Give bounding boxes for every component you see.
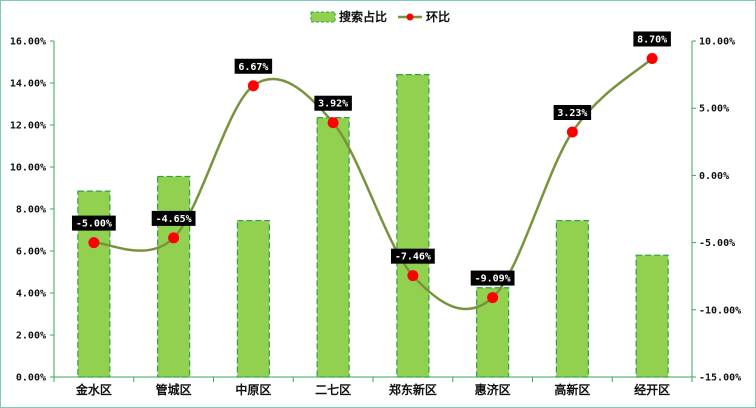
left-tick-label: 4.00%	[16, 289, 46, 300]
left-axis: 0.00% 2.00% 4.00% 6.00% 8.00% 10.00% 12.00% 14.…	[10, 37, 55, 384]
right-axis: -15.00% -10.00% -5.00% 0.00% 5.00% 10.00%	[691, 37, 741, 384]
legend: 搜索占比 环比	[310, 9, 450, 24]
legend-label-bar: 搜索占比	[339, 9, 387, 24]
data-labels: -5.00% -4.65% 6.67% 3.92% -7.46% -9.09% 3.23% 8…	[71, 31, 671, 286]
line-point	[407, 270, 419, 282]
right-tick-label: 10.00%	[699, 37, 735, 48]
legend-marker-swatch	[406, 13, 414, 21]
bar	[396, 73, 430, 378]
data-label: -9.09%	[475, 274, 511, 285]
x-tick-label: 二七区	[315, 383, 351, 397]
line-point	[247, 80, 259, 92]
x-tick-label: 郑东新区	[389, 382, 437, 397]
data-label: -5.00%	[76, 219, 112, 230]
x-tick-label: 惠济区	[475, 382, 511, 397]
right-tick-label: -15.00%	[699, 373, 741, 384]
data-label: 8.70%	[637, 34, 667, 45]
right-tick-label: -5.00%	[699, 238, 735, 249]
right-tick-label: -10.00%	[699, 305, 741, 316]
left-tick-label: 12.00%	[10, 121, 46, 132]
data-label-box	[633, 31, 671, 47]
left-tick-label: 6.00%	[16, 247, 46, 258]
right-tick-label: 5.00%	[699, 104, 729, 115]
data-label: 3.23%	[557, 108, 587, 119]
left-tick-label: 8.00%	[16, 205, 46, 216]
line-point	[327, 117, 339, 129]
x-tick-label: 高新区	[554, 382, 590, 397]
x-tick-label: 经开区	[634, 382, 670, 397]
right-tick-label: 0.00%	[699, 171, 729, 182]
left-tick-label: 16.00%	[10, 37, 46, 48]
data-label: 3.92%	[318, 99, 348, 110]
bar	[236, 219, 270, 378]
data-label-box	[71, 215, 116, 231]
data-label-box	[553, 104, 592, 120]
bar	[316, 117, 350, 378]
x-tick-label: 管城区	[156, 382, 192, 397]
data-label: -4.65%	[156, 214, 192, 225]
x-tick-label: 金水区	[75, 382, 112, 397]
data-label-box	[234, 58, 273, 74]
line-point	[566, 126, 578, 138]
x-axis: 金水区 管城区 中原区 二七区 郑东新区 惠济区 高新区 经开区	[53, 376, 693, 397]
x-tick-label: 中原区	[235, 382, 271, 397]
bar	[555, 219, 589, 378]
data-label-box	[314, 95, 352, 111]
legend-label-line: 环比	[426, 9, 450, 24]
line-point	[487, 292, 499, 304]
left-tick-label: 10.00%	[10, 163, 46, 174]
line-path	[93, 57, 653, 311]
data-label-box	[390, 248, 435, 264]
data-label: -7.46%	[395, 252, 431, 263]
data-label-box	[470, 270, 515, 286]
line-point	[88, 237, 100, 249]
bar	[157, 175, 191, 378]
data-label-box	[151, 210, 196, 226]
left-tick-label: 14.00%	[10, 79, 46, 90]
legend-swatch-bar	[310, 11, 336, 23]
line-point	[646, 52, 658, 64]
data-label: 6.67%	[238, 62, 268, 73]
bar	[635, 254, 669, 378]
line-series	[88, 52, 658, 311]
line-point	[168, 232, 180, 244]
left-tick-label: 0.00%	[16, 373, 46, 384]
left-tick-label: 2.00%	[16, 331, 46, 342]
